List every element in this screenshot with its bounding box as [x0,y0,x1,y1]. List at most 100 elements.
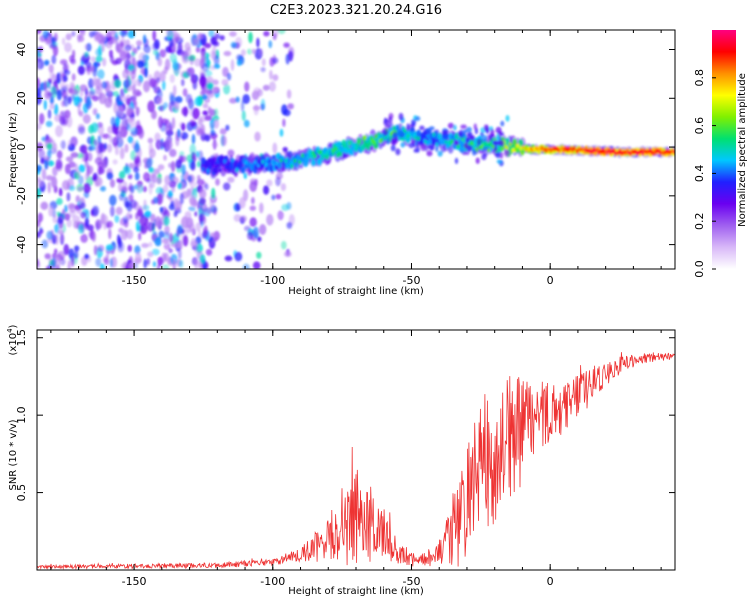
noise-blob [149,148,156,159]
ridge-blob [301,153,305,158]
noise-blob [136,208,143,217]
noise-blob [259,202,264,214]
noise-blob [40,157,45,164]
noise-blob [92,205,99,217]
noise-blob [133,166,140,173]
ridge-blob [310,155,314,160]
ridge-blob [311,150,315,156]
noise-blob [286,221,293,229]
spectrogram-heatmap [37,30,675,269]
ridge-blob [296,156,300,161]
noise-blob [136,40,143,46]
ridge-blob [417,136,421,141]
noise-blob [83,51,89,58]
scatter-blob [497,139,505,147]
ridge-blob [218,168,222,173]
noise-blob [90,56,96,63]
noise-blob [53,142,58,153]
noise-blob [243,172,247,179]
ridge-blob [407,136,411,141]
noise-blob [204,134,211,142]
noise-blob [175,96,183,104]
noise-blob [107,143,113,153]
noise-blob [207,106,212,114]
ridge-blob [230,158,234,163]
noise-blob [88,124,95,134]
scatter-blob [415,116,421,122]
colorbar-tick-label: 0.0 [693,260,706,278]
noise-blob [174,101,180,111]
noise-blob [138,216,145,226]
ridge-blob [455,134,459,140]
noise-blob [37,87,42,97]
noise-blob [47,160,55,167]
noise-blob [242,94,250,104]
ridge-blob [580,147,584,152]
noise-blob [212,86,219,94]
noise-blob [181,164,186,176]
noise-blob [68,203,77,213]
noise-blob [189,143,196,156]
noise-blob [148,167,155,173]
noise-blob [190,160,196,171]
noise-blob [244,225,251,232]
scatter-blob [406,123,410,131]
noise-blob [155,186,164,195]
scatter-blob [437,150,443,157]
noise-blob [47,109,52,119]
noise-blob [149,213,156,222]
noise-blob [229,31,237,37]
noise-blob [194,258,199,269]
noise-blob [209,199,214,210]
noise-blob [215,33,221,40]
noise-blob [266,214,274,226]
spectrogram-x-tick-label: 0 [547,274,554,287]
noise-blob [199,197,206,205]
noise-blob [199,188,207,199]
noise-blob [165,139,173,151]
ridge-blob [435,142,439,147]
noise-blob [93,139,98,146]
noise-blob [101,81,108,89]
noise-blob [153,196,159,204]
noise-blob [109,205,115,217]
noise-blob [247,231,254,241]
scatter-blob [442,129,448,135]
noise-blob [260,98,266,111]
noise-blob [127,263,132,269]
noise-blob [109,30,117,36]
noise-blob [138,232,142,241]
noise-blob [211,142,219,148]
noise-blob [166,30,173,37]
scatter-blob [386,136,390,145]
noise-blob [181,57,190,64]
scatter-blob [500,120,505,127]
noise-blob [213,41,220,47]
noise-blob [135,91,142,97]
noise-blob [106,172,114,180]
noise-blob [176,224,184,235]
scatter-blob [396,130,403,137]
noise-blob [219,35,225,41]
noise-blob [286,89,292,99]
noise-blob [154,236,162,247]
noise-blob [152,49,159,56]
noise-blob [277,210,284,221]
noise-blob [181,122,186,131]
noise-blob [177,182,183,190]
noise-blob [74,245,80,252]
noise-blob [60,140,66,150]
noise-blob [56,218,64,225]
noise-blob [229,97,237,104]
noise-blob [256,251,262,259]
noise-blob [112,159,118,165]
noise-blob [249,217,257,228]
noise-blob [68,161,76,168]
noise-blob [118,170,126,179]
scatter-blob [411,119,417,126]
noise-blob [46,143,53,150]
noise-blob [38,149,46,160]
snr-series-line [37,352,675,570]
noise-blob [254,178,258,187]
noise-blob [160,70,166,83]
